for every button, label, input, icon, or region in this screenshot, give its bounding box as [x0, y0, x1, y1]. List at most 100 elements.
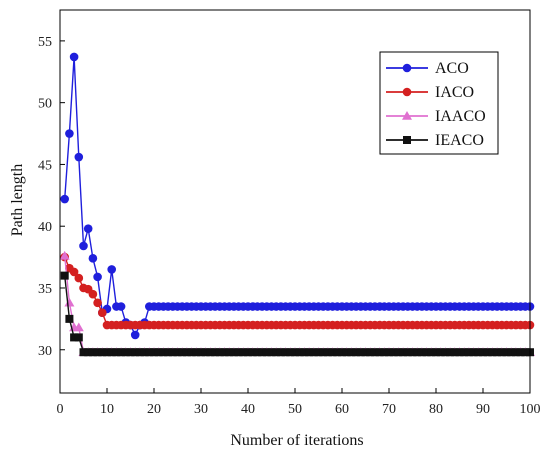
data-point-ieaco: [272, 348, 281, 357]
data-point-ieaco: [389, 348, 398, 357]
legend-label: IEACO: [435, 132, 484, 149]
data-point-iaaco: [73, 322, 84, 332]
data-point-ieaco: [521, 348, 530, 357]
data-point-ieaco: [220, 348, 229, 357]
data-point-ieaco: [432, 348, 440, 357]
data-point-ieaco: [140, 348, 149, 357]
data-point-ieaco: [135, 348, 144, 357]
data-point-ieaco: [182, 348, 191, 357]
data-point-ieaco: [295, 348, 304, 357]
data-point-iaco: [93, 298, 102, 308]
data-point-iaco: [69, 267, 79, 277]
data-point-ieaco: [281, 348, 290, 357]
data-point-aco: [130, 330, 140, 340]
x-tick-label: 0: [57, 402, 64, 417]
data-point-ieaco: [206, 348, 215, 357]
data-point-ieaco: [394, 348, 403, 357]
data-point-aco: [74, 152, 84, 162]
data-point-ieaco: [483, 348, 492, 357]
data-point-ieaco: [79, 348, 88, 357]
data-point-ieaco: [413, 348, 422, 357]
data-point-ieaco: [516, 348, 525, 357]
x-tick-label: 100: [520, 402, 541, 417]
data-point-ieaco: [225, 348, 234, 357]
data-point-ieaco: [84, 348, 93, 357]
legend: ACO IACO IAACO IEACO: [379, 51, 499, 155]
legend-swatch-marker: [402, 87, 412, 97]
data-point-ieaco: [441, 348, 450, 357]
data-point-ieaco: [74, 333, 83, 342]
data-point-aco: [93, 272, 102, 282]
data-point-ieaco: [121, 348, 130, 357]
x-axis-title: Number of iterations: [230, 432, 363, 449]
data-point-aco: [88, 254, 98, 263]
data-point-ieaco: [338, 348, 346, 357]
data-point-ieaco: [403, 348, 412, 357]
data-point-ieaco: [65, 314, 74, 323]
data-point-ieaco: [262, 348, 271, 357]
data-point-ieaco: [248, 348, 257, 357]
data-point-ieaco: [258, 348, 267, 357]
data-point-ieaco: [60, 271, 69, 280]
x-tick-label: 40: [241, 402, 255, 417]
data-point-ieaco: [488, 348, 497, 357]
y-tick-label: 30: [38, 344, 52, 359]
data-point-aco: [107, 265, 116, 274]
data-point-ieaco: [201, 348, 210, 357]
data-point-ieaco: [323, 348, 332, 357]
legend-item-iaaco: IAACO: [386, 108, 486, 125]
data-point-iaaco: [64, 297, 75, 307]
data-point-ieaco: [314, 348, 323, 357]
data-point-ieaco: [328, 348, 337, 357]
data-point-ieaco: [154, 348, 163, 357]
data-point-ieaco: [347, 348, 356, 357]
data-point-ieaco: [305, 348, 314, 357]
y-tick-label: 35: [38, 282, 52, 297]
data-point-ieaco: [98, 348, 107, 357]
data-point-ieaco: [70, 333, 79, 342]
data-point-ieaco: [502, 348, 511, 357]
data-point-ieaco: [370, 348, 379, 357]
data-point-ieaco: [474, 348, 483, 357]
legend-swatch-marker: [403, 136, 411, 144]
data-point-ieaco: [342, 348, 351, 357]
data-point-ieaco: [244, 348, 252, 357]
data-point-ieaco: [107, 348, 116, 357]
data-point-ieaco: [479, 348, 487, 357]
data-point-ieaco: [460, 348, 469, 357]
x-tick-label: 60: [335, 402, 349, 417]
data-point-ieaco: [422, 348, 431, 357]
data-point-ieaco: [187, 348, 196, 357]
data-point-ieaco: [88, 348, 97, 357]
legend-item-iaco: IACO: [386, 84, 474, 101]
legend-item-ieaco: IEACO: [386, 132, 484, 149]
data-point-aco: [60, 194, 69, 204]
data-point-ieaco: [427, 348, 436, 357]
data-point-ieaco: [178, 348, 187, 357]
data-point-ieaco: [192, 348, 201, 357]
data-point-ieaco: [319, 348, 328, 357]
data-point-aco: [83, 224, 93, 233]
x-tick-label: 30: [194, 402, 208, 417]
data-point-aco: [65, 129, 74, 138]
series-iaco: [60, 252, 535, 330]
data-point-ieaco: [450, 348, 459, 357]
y-tick-label: 40: [38, 220, 52, 235]
data-point-ieaco: [173, 348, 182, 357]
data-point-aco: [116, 302, 126, 311]
data-point-ieaco: [511, 348, 520, 357]
legend-item-aco: ACO: [386, 60, 469, 77]
data-point-ieaco: [164, 348, 173, 357]
data-point-ieaco: [356, 348, 365, 357]
data-point-ieaco: [446, 348, 455, 357]
data-point-iaco: [98, 308, 107, 317]
x-tick-label: 80: [429, 402, 443, 417]
legend-label: IACO: [435, 84, 474, 101]
data-point-ieaco: [253, 348, 262, 357]
data-point-ieaco: [126, 348, 135, 357]
data-point-ieaco: [507, 348, 516, 357]
data-point-ieaco: [229, 348, 238, 357]
data-point-ieaco: [291, 348, 299, 357]
legend-box: [379, 51, 499, 155]
